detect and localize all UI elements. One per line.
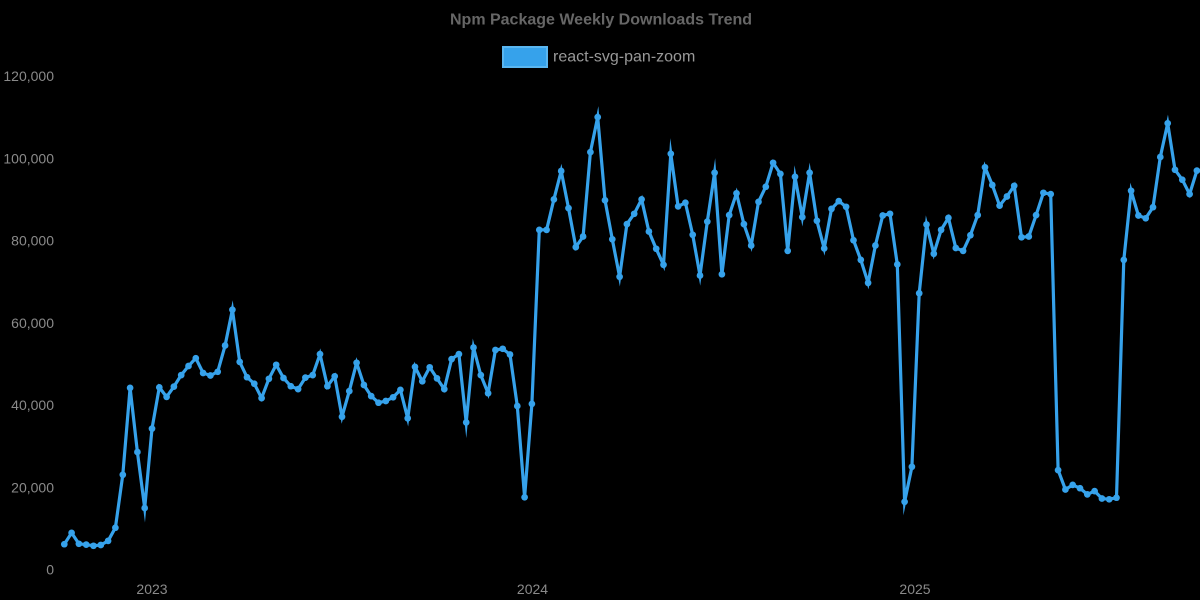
svg-text:2024: 2024 [517,581,548,597]
svg-text:40,000: 40,000 [11,397,54,413]
svg-text:120,000: 120,000 [3,68,54,84]
svg-text:Npm Package Weekly Downloads T: Npm Package Weekly Downloads Trend [450,12,752,29]
svg-text:80,000: 80,000 [11,233,54,249]
svg-text:0: 0 [46,562,54,578]
svg-text:20,000: 20,000 [11,479,54,495]
svg-text:2023: 2023 [136,581,167,597]
svg-text:react-svg-pan-zoom: react-svg-pan-zoom [553,49,695,66]
svg-text:100,000: 100,000 [3,150,54,166]
svg-text:60,000: 60,000 [11,315,54,331]
svg-text:2025: 2025 [899,581,930,597]
